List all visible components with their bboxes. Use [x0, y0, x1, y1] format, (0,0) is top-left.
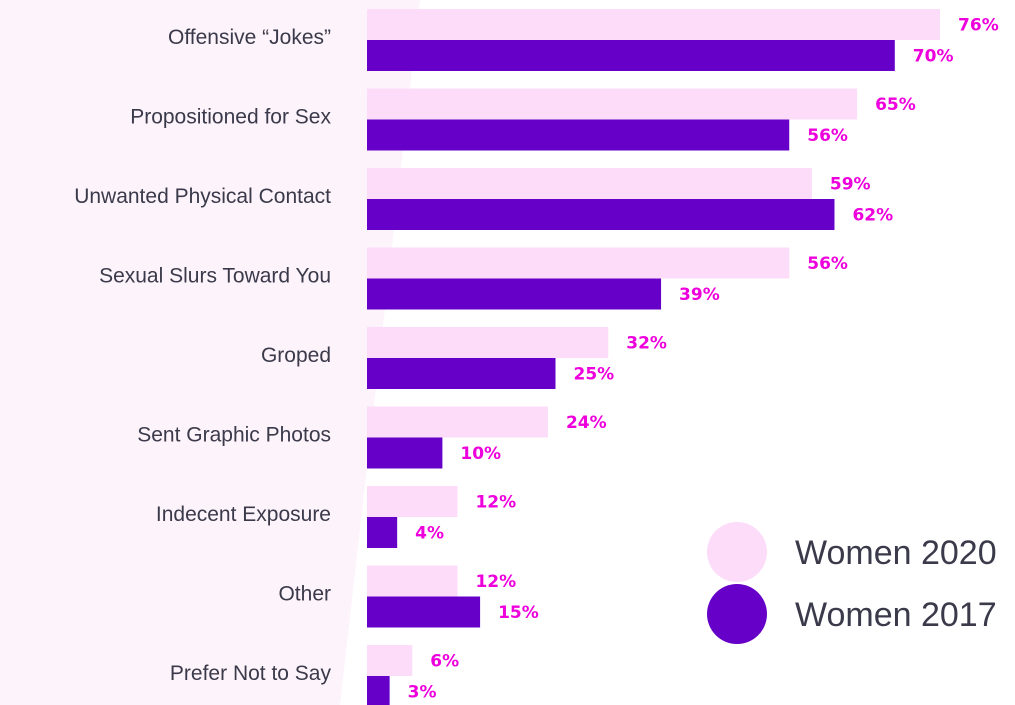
bar-women-2017	[367, 676, 390, 705]
value-label: 24%	[566, 413, 607, 433]
category-label: Sent Graphic Photos	[137, 424, 331, 447]
legend-label: Women 2017	[795, 596, 997, 634]
legend-swatch	[707, 584, 767, 644]
bar-women-2020	[367, 168, 812, 199]
value-label: 10%	[460, 444, 501, 464]
value-label: 76%	[958, 16, 999, 36]
background-accent-shape	[0, 0, 420, 705]
category-label: Other	[278, 583, 331, 606]
bar-women-2017	[367, 358, 556, 389]
category-label: Unwanted Physical Contact	[74, 185, 331, 208]
value-label: 32%	[626, 334, 667, 354]
value-label: 3%	[408, 683, 437, 703]
value-label: 56%	[807, 126, 848, 146]
bar-women-2020	[367, 247, 790, 279]
bar-women-2020	[367, 9, 941, 40]
legend-label: Women 2020	[795, 534, 997, 572]
category-label: Groped	[261, 344, 331, 367]
bar-women-2020	[367, 645, 413, 676]
bars	[367, 9, 941, 705]
bar-women-2017	[367, 596, 481, 628]
value-label: 70%	[913, 47, 954, 67]
value-label: 12%	[475, 572, 516, 592]
value-label: 15%	[498, 603, 539, 623]
value-label: 4%	[415, 524, 444, 544]
value-label: 65%	[875, 95, 916, 115]
bar-women-2020	[367, 327, 609, 358]
bar-women-2017	[367, 517, 398, 548]
value-label: 39%	[679, 285, 720, 305]
category-labels: Offensive “Jokes” Propositioned for Sex Un…	[74, 26, 331, 685]
category-label: Indecent Exposure	[156, 503, 331, 526]
bar-women-2020	[367, 486, 458, 517]
value-label: 25%	[574, 365, 615, 385]
category-label: Propositioned for Sex	[130, 106, 331, 129]
category-label: Offensive “Jokes”	[168, 26, 331, 49]
bar-women-2017	[367, 199, 835, 230]
value-label: 59%	[830, 175, 871, 195]
value-label: 6%	[430, 652, 459, 672]
value-label: 56%	[807, 254, 848, 274]
bar-women-2017	[367, 119, 790, 151]
category-label: Sexual Slurs Toward You	[99, 265, 331, 288]
category-label: Prefer Not to Say	[170, 662, 332, 685]
value-label: 12%	[475, 493, 516, 513]
legend-swatch	[707, 522, 767, 582]
bar-women-2020	[367, 565, 458, 597]
bar-women-2017	[367, 40, 895, 71]
bar-women-2017	[367, 278, 662, 310]
value-labels: 76%70% 65% 56% 59% 62% 56% 39% 32% 25% 24% 10% 12% 4…	[408, 16, 999, 703]
bar-women-2017	[367, 437, 443, 469]
legend: Women 2020 Women 2017	[707, 522, 997, 644]
bar-women-2020	[367, 406, 548, 438]
value-label: 62%	[852, 206, 893, 226]
bar-women-2020	[367, 88, 858, 120]
